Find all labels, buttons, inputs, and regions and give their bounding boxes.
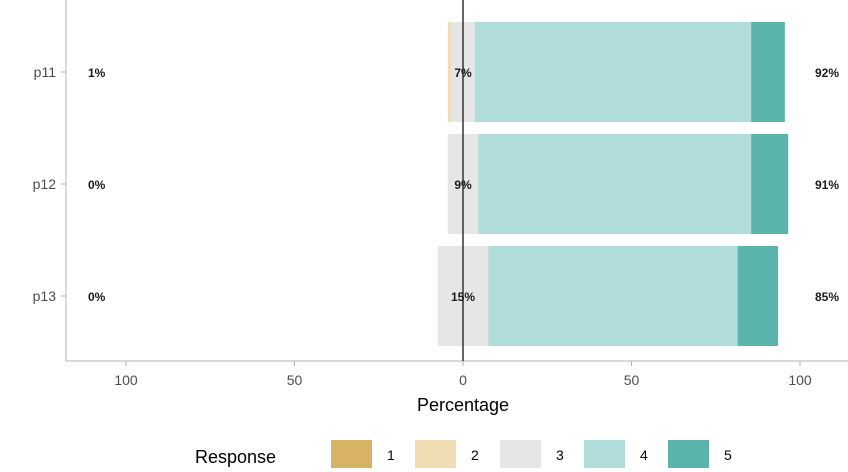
bar-p13-level-5 [737,246,779,346]
legend-label: 1 [387,447,395,463]
y-tick-label: p13 [33,288,57,304]
percent-labels: 1% 7% 92% 0% 9% 91% 0% 15% 85% [88,66,839,304]
x-tick-label: 0 [459,372,467,388]
x-tick-label: 100 [788,372,812,388]
legend-key-3 [500,440,541,468]
x-tick-label: 50 [624,372,640,388]
bar-p11-level-4 [474,22,752,122]
right-percent-label: 85% [815,290,839,304]
bars-layer [437,22,789,346]
y-tick-label: p12 [33,176,57,192]
legend-label: 5 [724,447,732,463]
y-tick-label: p11 [34,64,57,80]
legend-label: 2 [471,447,479,463]
bar-p11-level-2 [447,22,452,122]
legend-label: 4 [640,447,648,463]
center-percent-label: 15% [451,290,475,304]
x-axis-title: Percentage [417,395,509,415]
legend: Response 1 2 3 4 5 [195,440,732,468]
left-percent-label: 0% [88,178,106,192]
bar-p12-level-4 [478,134,752,234]
legend-key-4 [584,440,625,468]
legend-key-2 [415,440,456,468]
left-percent-label: 0% [88,290,106,304]
x-axis-labels: 100 50 0 50 100 [114,361,812,388]
x-tick-label: 100 [114,372,138,388]
legend-key-1 [331,440,372,468]
center-percent-label: 7% [454,66,472,80]
legend-title: Response [195,447,276,467]
y-axis-labels: p11 p12 p13 [33,64,66,304]
right-percent-label: 91% [815,178,839,192]
bar-p12-level-5 [751,134,789,234]
bar-p13-level-4 [488,246,738,346]
legend-label: 3 [556,447,564,463]
left-percent-label: 1% [88,66,106,80]
x-tick-label: 50 [287,372,303,388]
center-percent-label: 9% [454,178,472,192]
legend-key-5 [668,440,709,468]
bar-p11-level-5 [751,22,785,122]
right-percent-label: 92% [815,66,839,80]
